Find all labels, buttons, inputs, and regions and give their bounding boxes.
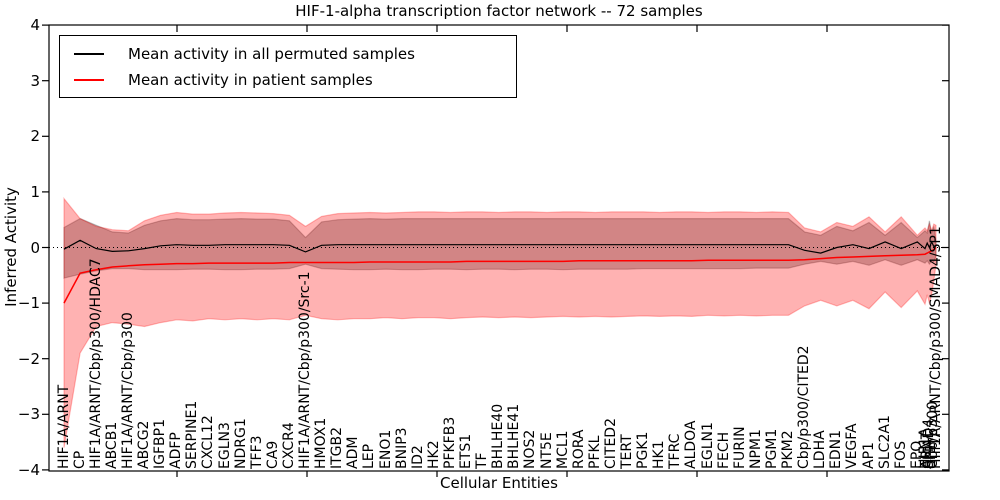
x-tick-label: NPM1 bbox=[747, 429, 764, 469]
x-tick-label: ADM bbox=[345, 436, 362, 469]
x-tick-label: EDN1 bbox=[828, 429, 845, 469]
y-tick-label: 0 bbox=[30, 238, 40, 257]
x-tick-label: PFKFB3 bbox=[441, 416, 458, 469]
x-tick-label: NT5E bbox=[538, 432, 555, 469]
x-tick-label: HMOX1 bbox=[313, 417, 330, 469]
x-tick-label: BHLHE40 bbox=[490, 403, 507, 469]
legend-row-permuted: Mean activity in all permuted samples bbox=[74, 41, 516, 67]
x-tick-label: RORA bbox=[570, 429, 587, 469]
x-tick-label: IGFBP1 bbox=[152, 419, 169, 469]
x-tick-label: HK1 bbox=[651, 440, 668, 469]
mean-line-permuted bbox=[63, 239, 937, 254]
y-tick-label: 3 bbox=[30, 71, 40, 90]
x-tick-label: AP1 bbox=[860, 442, 877, 469]
legend-label-patient: Mean activity in patient samples bbox=[128, 71, 373, 89]
y-tick-label: 1 bbox=[30, 182, 40, 201]
x-tick-label: HIF1A/ARNT/Cbp/p300/SMAD4/SP1 bbox=[927, 226, 944, 469]
x-tick-label: LEP bbox=[361, 443, 378, 469]
legend-row-patient: Mean activity in patient samples bbox=[74, 67, 516, 93]
legend-label-permuted: Mean activity in all permuted samples bbox=[128, 45, 415, 63]
x-tick-label: PGM1 bbox=[763, 428, 780, 469]
x-tick-label: NDRG1 bbox=[232, 418, 249, 469]
legend: Mean activity in all permuted samples Me… bbox=[59, 35, 517, 98]
x-tick-label: ENO1 bbox=[377, 429, 394, 469]
x-tick-label: TF bbox=[474, 452, 491, 469]
x-tick-label: ETS1 bbox=[458, 433, 474, 469]
x-tick-label: PGK1 bbox=[635, 431, 652, 469]
x-tick-label: CXCR4 bbox=[280, 422, 297, 469]
x-tick-label: TERT bbox=[619, 434, 635, 469]
x-tick-label: CXCL12 bbox=[200, 415, 217, 469]
x-tick-label: ALDOA bbox=[683, 420, 700, 469]
x-tick-label: TFRC bbox=[667, 433, 684, 469]
x-tick-label: ADFP bbox=[168, 432, 185, 469]
legend-line-sample-patient bbox=[74, 79, 104, 81]
x-tick-label: SERPINE1 bbox=[184, 400, 201, 469]
chart-title: HIF-1-alpha transcription factor network… bbox=[295, 2, 703, 20]
y-tick-label: −2 bbox=[17, 349, 40, 368]
x-tick-label: EGLN1 bbox=[699, 422, 716, 469]
y-tick-label: −3 bbox=[17, 405, 40, 424]
x-tick-label: HIF1A/ARNT/Cbp/p300/Src-1 bbox=[297, 271, 313, 469]
x-tick-label: ABCG2 bbox=[136, 420, 152, 469]
x-tick-label: HIF1A/ARNT bbox=[55, 384, 72, 469]
x-tick-label: VEGFA bbox=[844, 423, 861, 469]
x-tick-label: LDHA bbox=[812, 430, 829, 469]
x-tick-label: CP bbox=[71, 450, 88, 469]
y-tick-label: 2 bbox=[30, 127, 40, 146]
x-tick-label: NOS2 bbox=[522, 429, 539, 469]
x-tick-label: FURIN bbox=[731, 426, 748, 469]
x-tick-label: PFKL bbox=[586, 435, 603, 469]
x-tick-label: ABCB1 bbox=[103, 421, 120, 469]
x-tick-label: CA9 bbox=[264, 440, 281, 469]
x-tick-label: Cbp/p300/CITED2 bbox=[796, 345, 813, 469]
x-tick-label: SLC2A1 bbox=[876, 415, 893, 469]
x-tick-label: HK2 bbox=[425, 440, 442, 469]
x-axis-label: Cellular Entities bbox=[440, 474, 558, 492]
x-tick-label: BNIP3 bbox=[393, 427, 410, 469]
x-tick-label: HIF1A/ARNT/Cbp/p300/HDAC7 bbox=[87, 258, 104, 469]
x-tick-label: HIF1A/ARNT/Cbp/p300 bbox=[119, 312, 136, 469]
x-tick-label: EGLN3 bbox=[216, 422, 233, 469]
x-tick-label: ITGB2 bbox=[329, 426, 346, 469]
x-tick-label: TFF3 bbox=[248, 435, 265, 469]
x-tick-label: FOS bbox=[892, 441, 909, 469]
mean-line-patient bbox=[63, 246, 937, 304]
x-tick-label: MCL1 bbox=[554, 430, 571, 469]
x-tick-label: CITED2 bbox=[602, 418, 619, 469]
y-tick-label: −1 bbox=[17, 294, 40, 313]
legend-line-sample-permuted bbox=[74, 53, 104, 55]
x-tick-label: BHLHE41 bbox=[506, 403, 523, 469]
x-tick-label: FECH bbox=[715, 431, 732, 469]
y-tick-label: 4 bbox=[30, 16, 40, 35]
y-tick-label: −4 bbox=[17, 460, 40, 479]
x-tick-label: PKM2 bbox=[780, 430, 796, 469]
x-tick-label: ID2 bbox=[409, 445, 426, 469]
